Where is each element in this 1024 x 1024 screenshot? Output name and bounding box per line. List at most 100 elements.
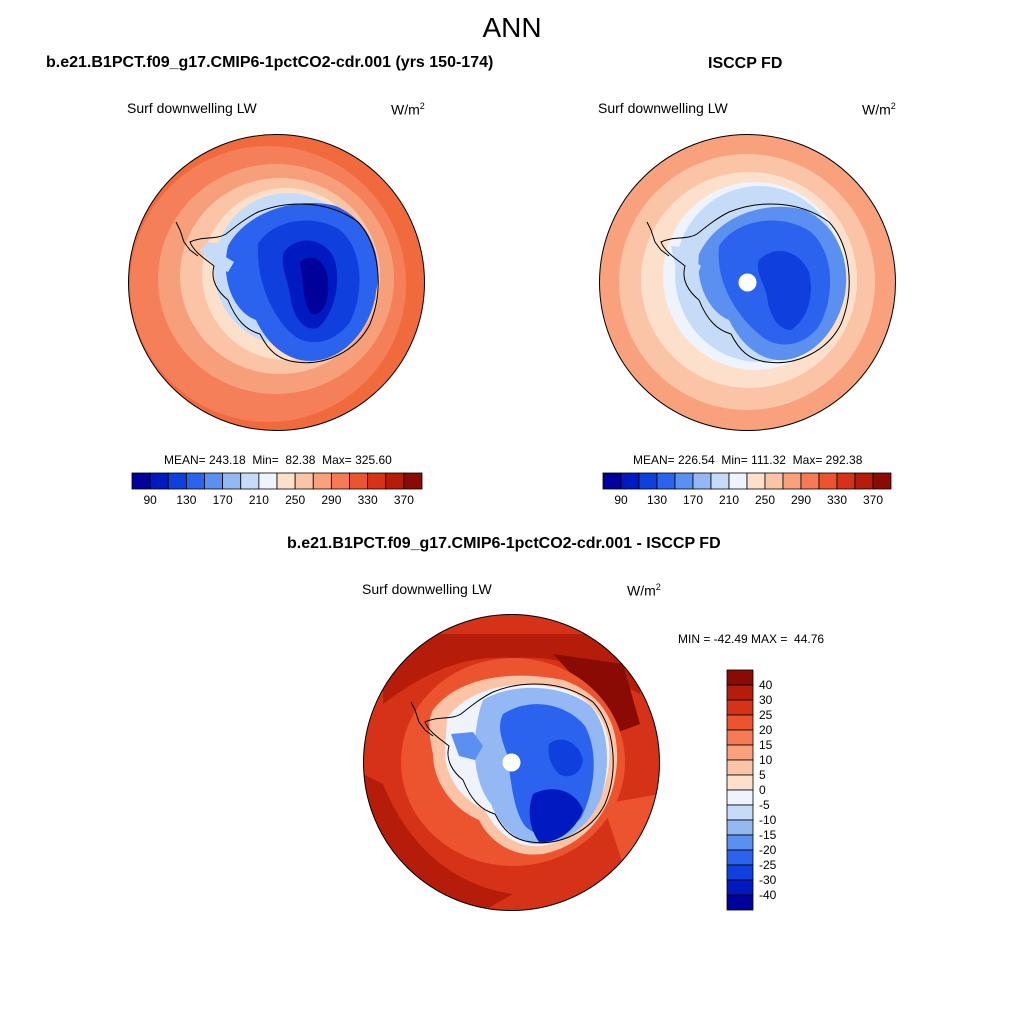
model-colorbar-swatch bbox=[312, 472, 332, 490]
diff-colorbar-tick-label: 20 bbox=[759, 723, 773, 737]
diff-colorbar-tick-label: -10 bbox=[759, 813, 777, 827]
diff-colorbar-tick-label: 10 bbox=[759, 753, 773, 767]
obs-stats: MEAN= 226.54 Min= 111.32 Max= 292.38 bbox=[633, 453, 863, 467]
obs-variable-label: Surf downwelling LW bbox=[598, 100, 728, 116]
obs-colorbar-swatch bbox=[800, 472, 820, 490]
model-polar-map bbox=[128, 134, 425, 431]
model-colorbar-swatch bbox=[403, 472, 423, 490]
obs-colorbar-tick-label: 370 bbox=[862, 493, 884, 507]
diff-colorbar-swatch bbox=[726, 804, 754, 821]
model-panel-title: b.e21.B1PCT.f09_g17.CMIP6-1pctCO2-cdr.00… bbox=[46, 54, 494, 71]
model-colorbar-swatch bbox=[349, 472, 369, 490]
diff-colorbar-tick-label: -20 bbox=[759, 843, 777, 857]
model-colorbar-swatch bbox=[167, 472, 187, 490]
obs-colorbar-swatch bbox=[872, 472, 892, 490]
obs-colorbar-tick-label: 130 bbox=[646, 493, 668, 507]
model-colorbar-tick-label: 130 bbox=[176, 493, 197, 507]
obs-panel-title: ISCCP FD bbox=[708, 55, 783, 72]
diff-colorbar-tick-label: 30 bbox=[759, 693, 773, 707]
diff-colorbar-swatch bbox=[726, 759, 754, 776]
model-colorbar-swatch bbox=[185, 472, 205, 490]
diff-colorbar-tick-label: -40 bbox=[759, 888, 777, 902]
obs-colorbar-swatch bbox=[764, 472, 784, 490]
model-stats: MEAN= 243.18 Min= 82.38 Max= 325.60 bbox=[164, 453, 392, 467]
model-units-label: W/m2 bbox=[391, 101, 425, 118]
model-colorbar-swatch bbox=[222, 472, 242, 490]
obs-colorbar-swatch bbox=[782, 472, 802, 490]
model-colorbar-swatch bbox=[367, 472, 387, 490]
diff-colorbar-tick-label: -25 bbox=[759, 858, 777, 872]
obs-colorbar-swatch bbox=[656, 472, 676, 490]
diff-colorbar-swatch bbox=[726, 729, 754, 746]
diff-variable-label: Surf downwelling LW bbox=[362, 581, 492, 597]
diff-colorbar-swatch bbox=[726, 684, 754, 701]
obs-units-label: W/m2 bbox=[862, 101, 896, 118]
model-colorbar-swatch bbox=[149, 472, 169, 490]
diff-colorbar-tick-label: -5 bbox=[759, 798, 770, 812]
diff-colorbar-tick-label: -30 bbox=[759, 873, 777, 887]
diff-colorbar-tick-label: 40 bbox=[759, 678, 773, 692]
model-colorbar-swatch bbox=[294, 472, 314, 490]
obs-colorbar-tick-label: 170 bbox=[682, 493, 704, 507]
diff-colorbar-swatch bbox=[726, 849, 754, 866]
model-colorbar-tick-label: 290 bbox=[321, 493, 342, 507]
model-colorbar-tick-label: 370 bbox=[393, 493, 414, 507]
diff-colorbar-swatch bbox=[726, 714, 754, 731]
diff-colorbar-tick-label: -15 bbox=[759, 828, 777, 842]
model-variable-label: Surf downwelling LW bbox=[127, 100, 257, 116]
diff-colorbar-swatch bbox=[726, 879, 754, 896]
obs-colorbar-tick-label: 90 bbox=[614, 493, 628, 507]
diff-colorbar-swatch bbox=[726, 744, 754, 761]
obs-colorbar-swatch bbox=[602, 472, 622, 490]
diff-colorbar-tick-label: 5 bbox=[759, 768, 766, 782]
model-colorbar-swatch bbox=[240, 472, 260, 490]
diff-colorbar-tick-label: 15 bbox=[759, 738, 773, 752]
diff-colorbar-swatch bbox=[726, 819, 754, 836]
obs-colorbar-swatch bbox=[674, 472, 694, 490]
obs-colorbar-swatch bbox=[836, 472, 856, 490]
obs-colorbar-swatch bbox=[854, 472, 874, 490]
diff-colorbar-swatch bbox=[726, 789, 754, 806]
model-colorbar-tick-label: 210 bbox=[248, 493, 269, 507]
figure-title: ANN bbox=[482, 12, 542, 43]
diff-colorbar-ticks: 40 30 25 20 15 10 5 0 -5 -10 -15 -20 -25 -30 -40 bbox=[759, 670, 799, 910]
obs-colorbar-swatch bbox=[692, 472, 712, 490]
model-colorbar-swatch bbox=[204, 472, 224, 490]
obs-polar-map bbox=[599, 134, 896, 431]
diff-colorbar-swatch bbox=[726, 774, 754, 791]
obs-colorbar-tick-label: 210 bbox=[718, 493, 740, 507]
diff-colorbar-swatch bbox=[726, 834, 754, 851]
diff-colorbar-tick-label: 0 bbox=[759, 783, 766, 797]
model-colorbar-tick-label: 170 bbox=[212, 493, 233, 507]
obs-colorbar-swatch bbox=[818, 472, 838, 490]
model-colorbar-tick-label: 330 bbox=[357, 493, 378, 507]
model-colorbar-swatch bbox=[385, 472, 405, 490]
obs-colorbar bbox=[602, 472, 892, 490]
diff-colorbar-swatch bbox=[726, 699, 754, 716]
obs-colorbar-tick-label: 250 bbox=[754, 493, 776, 507]
model-colorbar-ticks: 90 130 170 210 250 290 330 370 bbox=[132, 493, 422, 509]
diff-stats: MIN = -42.49 MAX = 44.76 bbox=[678, 632, 825, 646]
obs-colorbar-swatch bbox=[710, 472, 730, 490]
model-colorbar-tick-label: 90 bbox=[143, 493, 157, 507]
obs-colorbar-ticks: 90 130 170 210 250 290 330 370 bbox=[603, 493, 891, 509]
diff-polar-map bbox=[363, 614, 660, 911]
obs-colorbar-swatch bbox=[746, 472, 766, 490]
obs-colorbar-swatch bbox=[638, 472, 658, 490]
model-colorbar-tick-label: 250 bbox=[285, 493, 306, 507]
model-colorbar bbox=[131, 472, 423, 490]
model-colorbar-swatch bbox=[276, 472, 296, 490]
obs-colorbar-swatch bbox=[728, 472, 748, 490]
obs-colorbar-swatch bbox=[620, 472, 640, 490]
diff-panel-title: b.e21.B1PCT.f09_g17.CMIP6-1pctCO2-cdr.00… bbox=[287, 535, 721, 552]
diff-units-label: W/m2 bbox=[627, 582, 661, 599]
model-colorbar-swatch bbox=[258, 472, 278, 490]
diff-colorbar bbox=[726, 669, 754, 911]
diff-colorbar-swatch bbox=[726, 669, 754, 686]
obs-colorbar-tick-label: 330 bbox=[826, 493, 848, 507]
diff-colorbar-swatch bbox=[726, 894, 754, 911]
diff-colorbar-swatch bbox=[726, 864, 754, 881]
obs-colorbar-tick-label: 290 bbox=[790, 493, 812, 507]
model-colorbar-swatch bbox=[330, 472, 350, 490]
model-colorbar-swatch bbox=[131, 472, 151, 490]
